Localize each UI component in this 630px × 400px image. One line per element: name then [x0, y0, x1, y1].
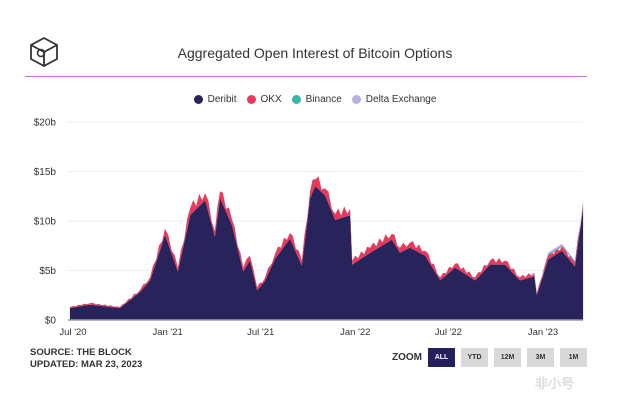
legend: Deribit OKX Binance Delta Exchange [0, 94, 630, 107]
x-tick-label: Jul '20 [59, 327, 86, 338]
y-tick-label: $20b [34, 118, 57, 129]
x-tick-label: Jan '22 [340, 327, 370, 338]
x-tick-label: Jan '21 [152, 327, 182, 338]
zoom-button-all[interactable]: ALL [428, 348, 455, 367]
y-tick-label: $10b [34, 217, 57, 228]
y-tick-label: $5b [39, 266, 56, 277]
x-tick-label: Jul '21 [247, 327, 274, 338]
legend-marker [193, 95, 203, 104]
source-text: SOURCE: THE BLOCK [30, 347, 132, 358]
zoom-button-1m[interactable]: 1M [560, 348, 587, 367]
legend-marker [291, 95, 301, 104]
legend-label: OKX [260, 94, 282, 105]
zoom-button-ytd[interactable]: YTD [461, 348, 488, 367]
area-deribit [69, 186, 584, 320]
watermark: 非小号 [535, 376, 575, 391]
zoom-button-3m[interactable]: 3M [527, 348, 554, 367]
updated-text: UPDATED: MAR 23, 2023 [30, 359, 143, 370]
x-tick-label: Jan '23 [528, 327, 558, 338]
y-tick-label: $15b [34, 167, 57, 178]
y-tick-label: $0 [45, 316, 57, 327]
title-divider [25, 76, 587, 77]
legend-item-delta-exchange[interactable]: Delta Exchange [351, 94, 437, 105]
legend-item-okx[interactable]: OKX [246, 94, 282, 105]
legend-label: Delta Exchange [365, 94, 437, 105]
the-block-logo [30, 36, 58, 68]
legend-label: Deribit [207, 94, 237, 105]
zoom-button-12m[interactable]: 12M [494, 348, 521, 367]
legend-marker [246, 95, 256, 104]
source-note: SOURCE: THE BLOCK UPDATED: MAR 23, 2023 [30, 347, 142, 371]
legend-label: Binance [305, 94, 342, 105]
zoom-label: ZOOM [392, 352, 422, 363]
legend-marker [351, 95, 361, 104]
legend-item-binance[interactable]: Binance [291, 94, 342, 105]
plot-area: $0 $5b $10b $15b $20b Jul '20 Jan '21 Jul '21 Ja… [34, 118, 584, 338]
x-tick-label: Jul '22 [435, 327, 462, 338]
chart-title: Aggregated Open Interest of Bitcoin Opti… [177, 45, 453, 61]
legend-item-deribit[interactable]: Deribit [193, 94, 237, 105]
